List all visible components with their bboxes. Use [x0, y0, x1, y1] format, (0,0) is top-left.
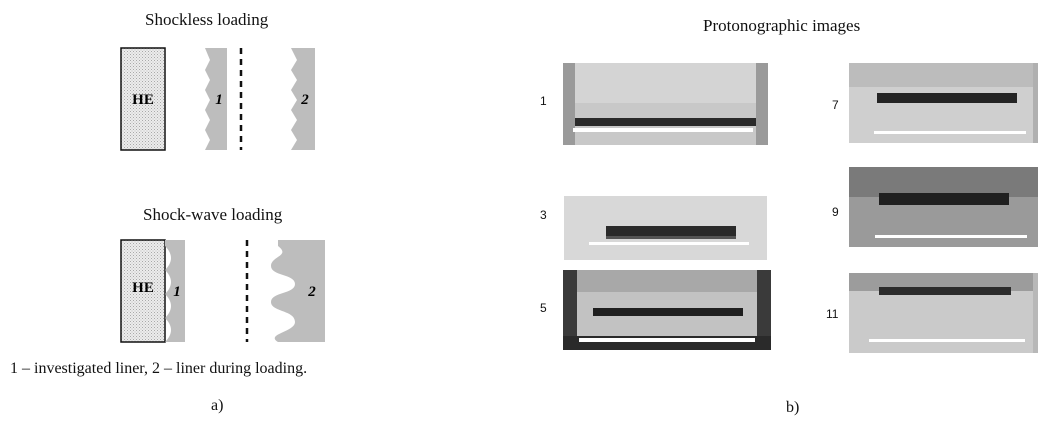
shockless-diagram: HE 1 2 [120, 47, 315, 151]
he-block [120, 47, 166, 151]
frame-7-number: 7 [832, 98, 839, 112]
frame-7-image [849, 63, 1038, 143]
shockwave-title: Shock-wave loading [143, 205, 283, 224]
shockless-title: Shockless loading [145, 10, 269, 29]
frame-5-number: 5 [540, 301, 547, 315]
liner-1 [165, 240, 185, 342]
liner-1 [205, 48, 227, 150]
frame-11-image [849, 273, 1038, 353]
shockwave-diagram: HE 1 2 [120, 239, 325, 343]
frame-1-number: 1 [540, 94, 547, 108]
he-block [120, 239, 166, 343]
he-label: HE [132, 280, 154, 296]
liner-2 [271, 240, 325, 342]
liner-1-label: 1 [173, 284, 181, 300]
frame-5-image [563, 270, 771, 350]
liner-2-label: 2 [307, 284, 316, 300]
liner-1-label: 1 [215, 92, 223, 108]
frame-11-number: 11 [826, 307, 839, 321]
frame-3-image [564, 196, 767, 260]
he-label: HE [132, 92, 154, 108]
frame-1-image [563, 63, 768, 145]
liner-2 [291, 48, 315, 150]
liner-2-label: 2 [300, 92, 309, 108]
panel-b-label: b) [786, 399, 800, 416]
frame-9-image [849, 167, 1038, 247]
panel-a-label: a) [211, 397, 224, 414]
protonographic-title: Protonographic images [703, 16, 861, 35]
panel-a-caption: 1 – investigated liner, 2 – liner during… [10, 360, 308, 377]
frame-9-number: 9 [832, 205, 839, 219]
frame-3-number: 3 [540, 208, 547, 222]
